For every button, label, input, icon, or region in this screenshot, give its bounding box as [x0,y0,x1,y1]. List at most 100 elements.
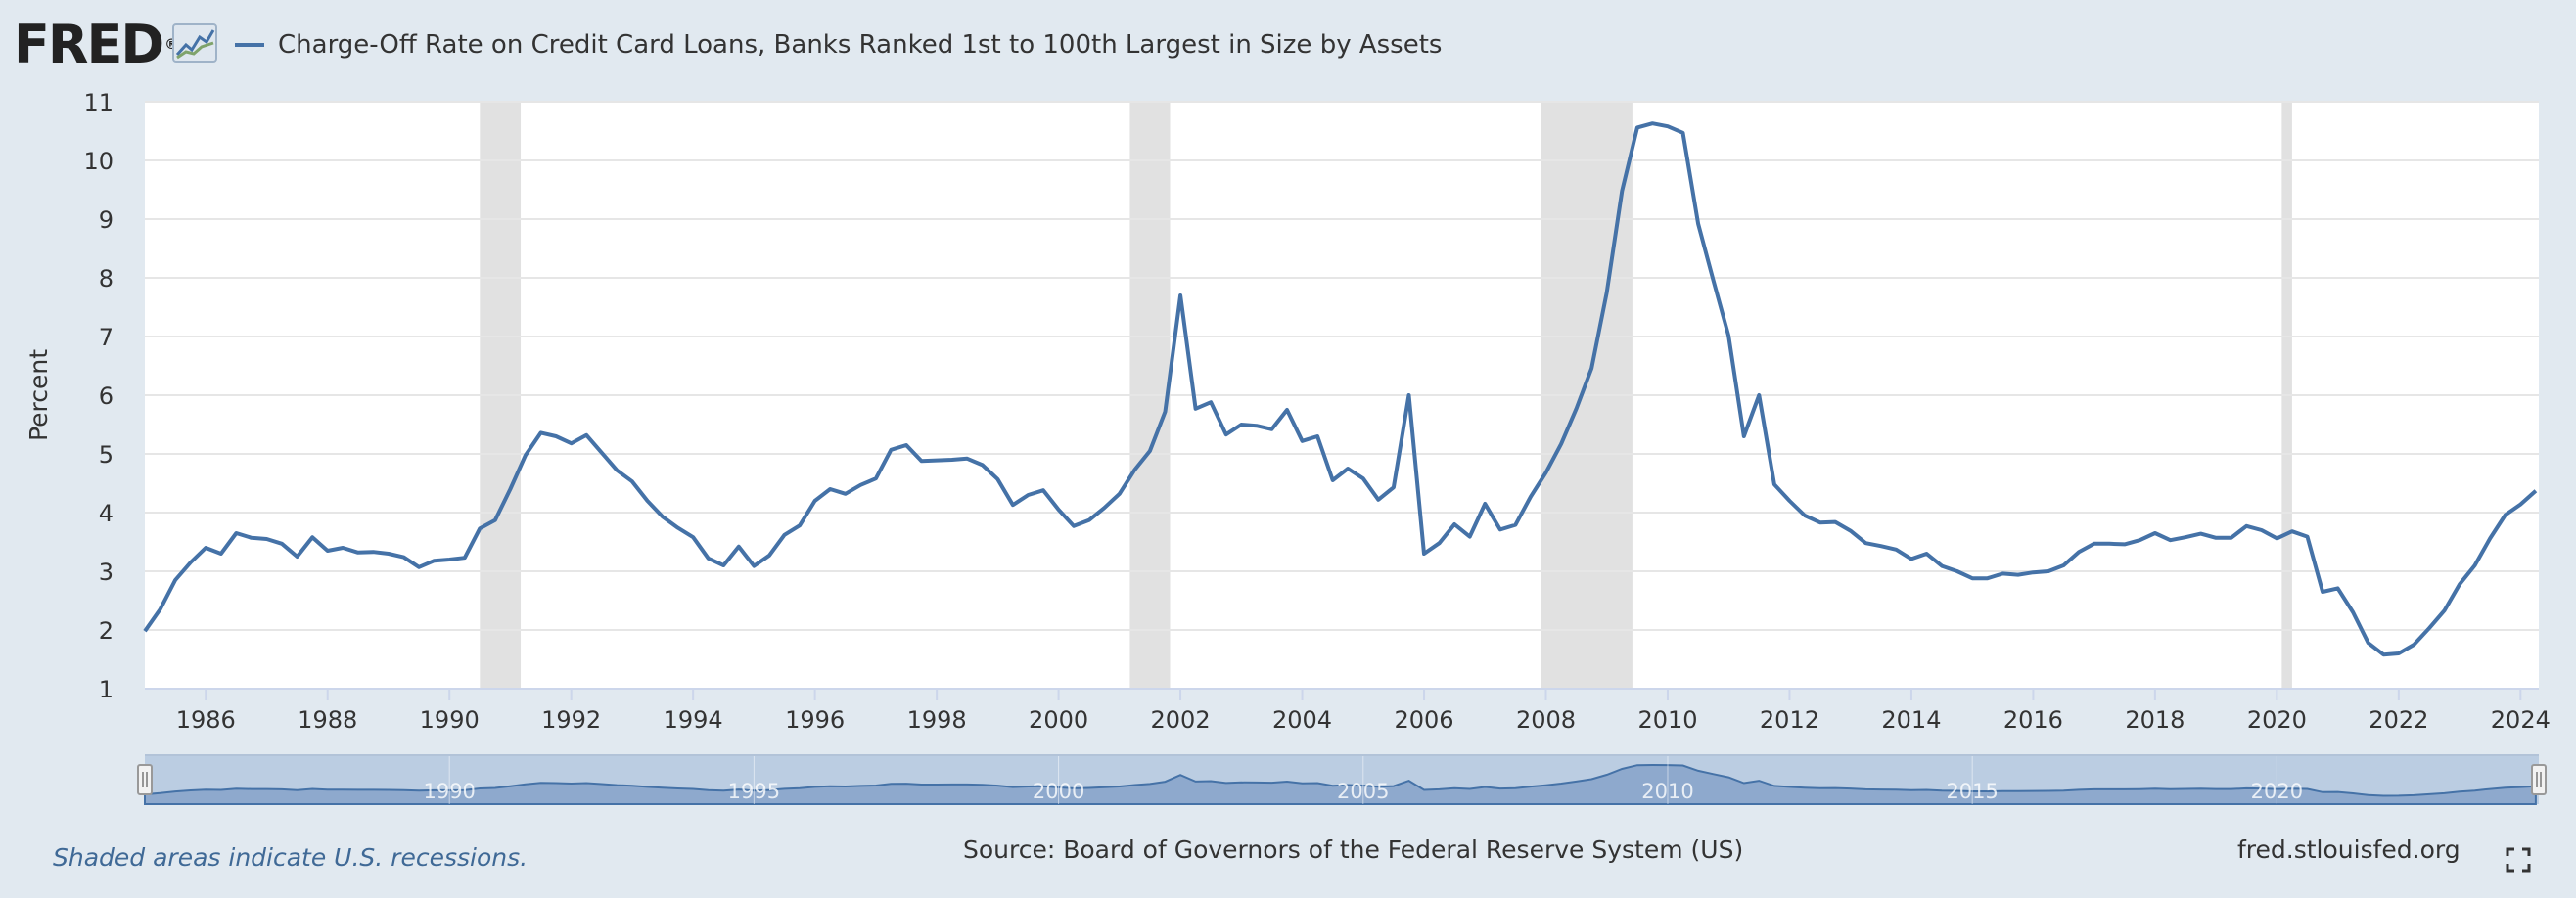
data-point [1255,424,1259,427]
data-point [1940,564,1944,568]
data-point [615,469,619,472]
data-point [2047,569,2050,573]
source-credit: Source: Board of Governors of the Federa… [963,835,1744,864]
data-point [965,457,969,461]
navigator-tick-label: 2005 [1337,780,1389,803]
data-point [1376,498,1380,502]
fullscreen-icon[interactable] [2506,847,2531,873]
data-point [904,443,908,447]
data-point [2427,626,2431,630]
data-point [2473,563,2477,567]
x-tick-label: 2022 [2369,706,2428,734]
data-point [2397,651,2401,655]
site-link[interactable]: fred.stlouisfed.org [2237,835,2461,864]
data-point [676,526,680,530]
y-tick-label: 10 [83,148,114,175]
data-point [767,554,771,558]
x-tick-label: 1996 [785,706,845,734]
data-point [1239,423,1243,427]
data-point [310,535,314,539]
data-point [691,535,695,539]
data-point [995,477,999,481]
data-point [189,561,193,564]
navigator-tick-label: 2000 [1033,780,1084,803]
data-point [296,555,299,559]
data-point [2336,586,2340,590]
x-tick-label: 2018 [2125,706,2185,734]
data-point [874,476,878,480]
x-tick-label: 2024 [2491,706,2551,734]
navigator-handle-left[interactable] [137,764,153,795]
data-point [2518,503,2522,507]
data-point [417,565,421,569]
data-point [1757,393,1761,397]
data-point [1970,576,1974,580]
data-point [707,557,711,561]
data-point [1026,493,1030,497]
x-tick-label: 2000 [1029,706,1088,734]
data-point [920,459,924,463]
data-point [1726,334,1730,337]
data-point [508,487,512,491]
data-point [1955,569,1959,573]
navigator-handle-right[interactable] [2531,764,2547,795]
navigator-tick-label: 1995 [728,780,780,803]
data-point [721,563,725,567]
legend[interactable]: Charge-Off Rate on Credit Card Loans, Ba… [235,25,1442,65]
data-point [1285,408,1289,412]
data-point [234,531,238,535]
data-point [1635,125,1639,129]
data-point [463,556,467,560]
data-point [935,459,939,463]
data-point [737,545,741,549]
data-point [1849,529,1853,533]
chart-line-icon [172,23,217,63]
data-point [219,552,223,556]
data-point [1102,506,1106,510]
data-point [1666,124,1670,128]
data-point [1559,442,1563,446]
data-point [600,451,604,455]
y-tick-label: 3 [99,559,114,586]
data-point [1742,434,1746,438]
data-point [1986,576,1990,580]
x-tick-label: 1990 [420,706,480,734]
data-point [1620,189,1624,193]
series-line [143,121,2538,657]
x-tick-label: 2020 [2247,706,2307,734]
data-point [1438,541,1442,545]
y-tick-label: 8 [99,265,114,292]
data-point [1118,492,1122,496]
data-point [1452,522,1456,526]
data-point [1269,427,1273,431]
data-point [1696,222,1700,226]
data-point [813,499,817,503]
data-point [2305,535,2309,539]
data-point [1209,400,1213,404]
data-point [661,515,665,518]
data-point [1833,520,1837,524]
data-point [828,487,832,491]
navigator-series [144,763,2537,805]
data-point [1787,499,1791,503]
data-point [1468,535,1472,539]
data-point [2351,610,2355,614]
data-point [2016,573,2020,577]
legend-swatch [235,43,264,47]
data-point [2093,542,2096,546]
data-point [1194,407,1198,411]
data-point [1041,488,1045,492]
data-point [798,523,802,527]
data-point [1011,503,1015,507]
data-point [981,463,985,467]
chart-header: FRED ® Charge-Off Rate on Credit Card Loa… [0,0,2576,90]
data-point [1909,557,1913,561]
navigator-tick-label: 1990 [423,780,475,803]
data-point [204,546,207,550]
data-point [341,546,345,550]
x-tick-label: 1986 [176,706,236,734]
data-point [159,607,162,611]
data-point [264,537,268,541]
y-tick-label: 11 [83,89,114,116]
